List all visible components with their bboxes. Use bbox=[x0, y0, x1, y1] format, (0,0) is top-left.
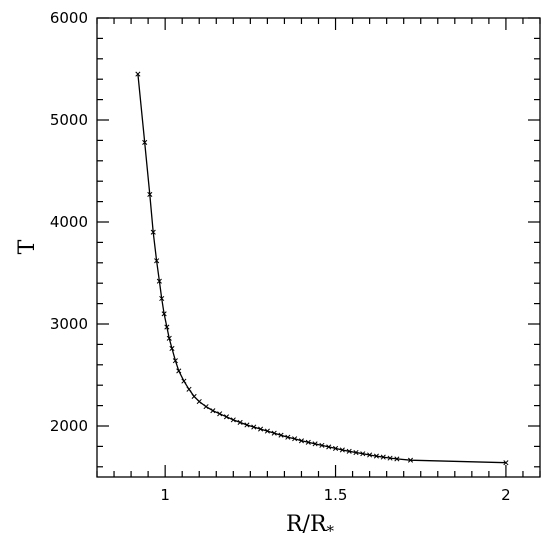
data-point-marker bbox=[319, 442, 325, 448]
data-point-marker bbox=[367, 452, 373, 458]
data-point-marker bbox=[394, 456, 400, 462]
data-point-marker bbox=[217, 411, 223, 417]
data-point-marker bbox=[159, 295, 165, 302]
data-point-marker bbox=[147, 191, 153, 198]
data-point-marker bbox=[353, 449, 359, 456]
data-point-marker bbox=[298, 438, 305, 444]
data-point-marker bbox=[285, 434, 291, 440]
x-tick-label: 1 bbox=[160, 486, 170, 504]
data-point-marker bbox=[230, 417, 236, 423]
data-point-marker bbox=[176, 368, 182, 374]
data-point-marker bbox=[503, 460, 509, 466]
data-point-marker bbox=[339, 447, 345, 453]
data-point-marker bbox=[271, 430, 277, 436]
data-point-marker bbox=[223, 414, 230, 420]
y-axis-label: T bbox=[15, 239, 40, 254]
data-point-marker bbox=[142, 139, 148, 145]
data-point-marker bbox=[203, 404, 209, 410]
data-point-marker bbox=[305, 439, 311, 445]
data-point-marker bbox=[210, 408, 216, 414]
plot-area: 1 1.5 2 2000 3000 4000 5000 6000 bbox=[50, 9, 541, 504]
data-point-marker bbox=[292, 436, 298, 442]
series-line bbox=[137, 74, 506, 464]
data-point-marker bbox=[186, 386, 192, 392]
data-point-marker bbox=[191, 393, 197, 399]
data-point-marker bbox=[312, 441, 318, 447]
data-point-marker bbox=[244, 422, 250, 428]
data-point-marker bbox=[387, 455, 393, 461]
y-tick-label: 4000 bbox=[50, 213, 88, 231]
data-point-marker bbox=[135, 71, 141, 77]
plot-frame bbox=[96, 17, 541, 478]
data-point-marker bbox=[360, 451, 366, 457]
data-point-marker bbox=[172, 358, 178, 364]
x-tick-label: 1.5 bbox=[324, 486, 348, 504]
data-point-marker bbox=[407, 457, 414, 463]
data-point-marker bbox=[169, 345, 175, 352]
data-point-marker bbox=[346, 448, 352, 454]
data-point-marker bbox=[181, 378, 187, 384]
data-point-marker bbox=[237, 419, 243, 425]
data-point-marker bbox=[196, 398, 202, 405]
y-tick-label: 5000 bbox=[50, 111, 88, 129]
y-tick-label: 6000 bbox=[50, 9, 88, 27]
data-point-marker bbox=[332, 445, 339, 451]
data-point-marker bbox=[161, 311, 167, 317]
data-point-marker bbox=[373, 453, 379, 459]
data-point-marker bbox=[164, 324, 170, 330]
y-tick-label: 2000 bbox=[50, 417, 88, 435]
data-point-marker bbox=[166, 335, 172, 341]
x-axis-label: R/R* bbox=[286, 512, 335, 540]
data-point-marker bbox=[380, 454, 386, 460]
y-tick-label: 3000 bbox=[50, 315, 88, 333]
data-point-marker bbox=[258, 426, 264, 432]
data-point-marker bbox=[156, 278, 162, 284]
data-point-marker bbox=[150, 229, 156, 235]
x-tick-label: 2 bbox=[501, 486, 511, 504]
data-point-marker bbox=[251, 424, 257, 430]
data-point-marker bbox=[326, 444, 332, 450]
data-point-marker bbox=[278, 432, 284, 438]
data-point-marker bbox=[154, 258, 160, 264]
data-point-marker bbox=[264, 428, 270, 434]
